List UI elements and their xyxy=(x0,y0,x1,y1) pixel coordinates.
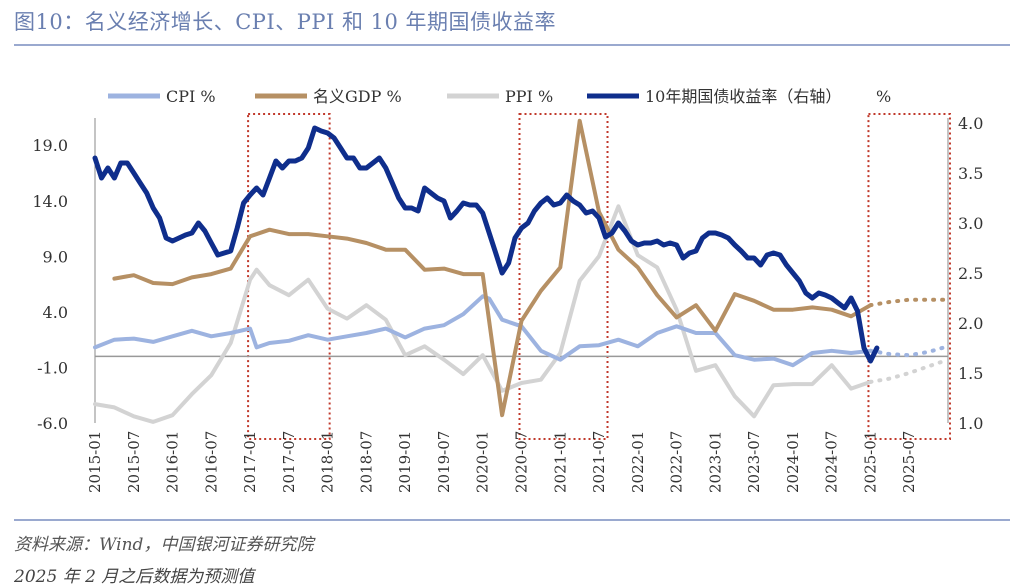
highlight-boxes xyxy=(247,113,951,440)
highlight-box-2 xyxy=(518,113,609,440)
series-lines xyxy=(92,118,950,424)
left-tick-label: -6.0 xyxy=(37,414,68,433)
x-tick-label: 2022-07 xyxy=(668,431,686,493)
series-line-gdp-forecast xyxy=(868,297,950,308)
x-tick-label: 2018-07 xyxy=(357,431,375,493)
right-tick-label: 4.0 xyxy=(958,114,983,133)
highlight-box-3 xyxy=(867,113,951,440)
left-tick-label: 4.0 xyxy=(43,303,68,322)
x-tick-label: 2025-01 xyxy=(861,431,879,493)
legend-label-unit: % xyxy=(876,87,891,106)
left-tick-label: -1.0 xyxy=(37,358,68,377)
legend-label-cpi: CPI % xyxy=(166,87,216,106)
x-tick-label: 2017-01 xyxy=(241,431,259,493)
left-tick-label: 19.0 xyxy=(32,136,68,155)
legend-label-ppi: PPI % xyxy=(505,87,553,106)
top-rule xyxy=(14,44,1010,46)
right-tick-label: 1.0 xyxy=(958,414,983,433)
x-tick-label: 2024-07 xyxy=(823,431,841,493)
x-tick-label: 2016-07 xyxy=(202,431,220,493)
series-line-cpi-forecast xyxy=(868,344,950,358)
bottom-rule xyxy=(14,519,1010,521)
x-tick-label: 2021-01 xyxy=(551,431,569,493)
series-line-ppi-forecast xyxy=(868,357,950,384)
x-tick-label: 2024-01 xyxy=(784,431,802,493)
x-tick-label: 2015-01 xyxy=(86,431,104,493)
source-note: 资料来源：Wind，中国银河证券研究院 xyxy=(14,535,314,555)
right-tick-label: 1.5 xyxy=(958,364,983,383)
legend-label-bond: 10年期国债收益率（右轴） xyxy=(645,87,841,106)
chart: CPI % 名义GDP % PPI % 10年期国债收益率（右轴） % 19.0… xyxy=(32,87,983,493)
right-tick-label: 3.0 xyxy=(958,214,983,233)
left-tick-label: 9.0 xyxy=(43,247,68,266)
x-tick-label: 2017-07 xyxy=(280,431,298,493)
series-line-gdp xyxy=(112,118,873,418)
forecast-note: 2025 年 2 月之后数据为预测值 xyxy=(14,567,255,587)
figure-title: 图10：名义经济增长、CPI、PPI 和 10 年期国债收益率 xyxy=(14,10,557,34)
tick-labels: 19.0 14.0 9.0 4.0 -1.0 -6.0 4.0 3.5 3.0 2.5 2.0 1.5… xyxy=(32,114,983,493)
x-tick-label: 2020-01 xyxy=(474,431,492,493)
legend: CPI % 名义GDP % PPI % 10年期国债收益率（右轴） % xyxy=(108,87,891,106)
right-tick-label: 3.5 xyxy=(958,164,983,183)
legend-label-gdp: 名义GDP % xyxy=(313,87,402,106)
x-tick-label: 2023-01 xyxy=(706,431,724,493)
x-tick-label: 2015-07 xyxy=(125,431,143,493)
x-tick-label: 2025-07 xyxy=(900,431,918,493)
x-tick-label: 2016-01 xyxy=(164,431,182,493)
x-tick-label: 2018-01 xyxy=(319,431,337,493)
right-tick-label: 2.0 xyxy=(958,314,983,333)
x-tick-label: 2023-07 xyxy=(745,431,763,493)
x-tick-label: 2022-01 xyxy=(629,431,647,493)
series-line-ppi xyxy=(93,204,873,424)
x-tick-label: 2021-07 xyxy=(590,431,608,493)
right-tick-label: 2.5 xyxy=(958,264,983,283)
x-tick-label: 2019-01 xyxy=(396,431,414,493)
highlight-box-1 xyxy=(247,113,331,440)
series-line-cpi xyxy=(93,294,873,368)
x-tick-label: 2019-07 xyxy=(435,431,453,493)
series-line-bond xyxy=(92,125,880,364)
x-tick-label: 2020-07 xyxy=(513,431,531,493)
left-tick-label: 14.0 xyxy=(32,192,68,211)
